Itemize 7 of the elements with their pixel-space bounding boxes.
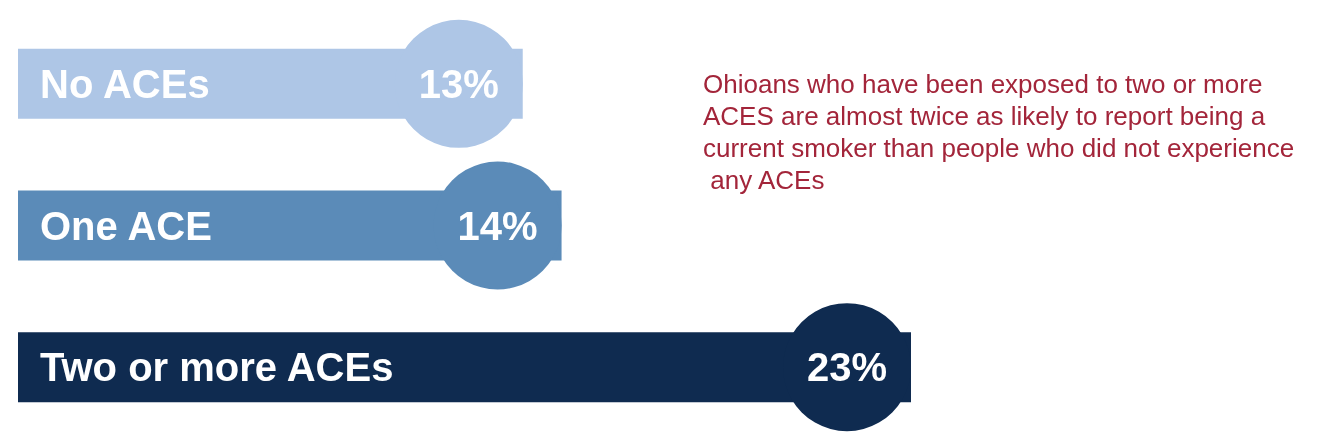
annotation: Ohioans who have been exposed to two or more ACES are almost twice as likely to report being a current smoker than people who did not experience any ACEs [703,69,1295,195]
data-label: 14% [457,203,538,248]
y-tick-label: One ACE [40,203,212,248]
y-tick-label: Two or more ACEs [40,345,394,390]
data-label: 23% [806,345,888,390]
y-tick-label: No ACEs [40,61,210,106]
data-label: 13% [418,61,499,106]
